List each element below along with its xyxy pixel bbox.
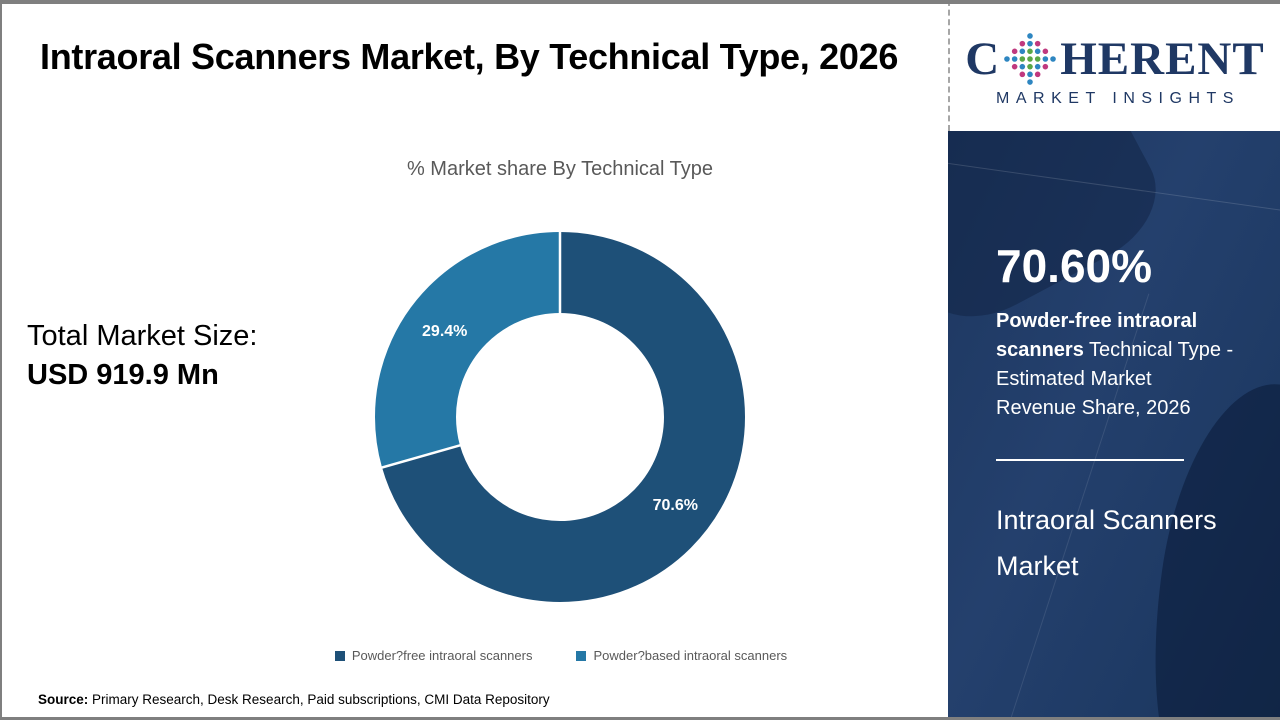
page-border-bottom: [0, 717, 1280, 720]
globe-dot: [1012, 48, 1018, 55]
globe-dot: [1027, 79, 1034, 85]
brand-logo: C HERENT MARKET INSIGHTS: [948, 0, 1280, 131]
source-text: Primary Research, Desk Research, Paid su…: [88, 692, 550, 707]
panel-divider: [996, 459, 1184, 461]
highlight-stat-value: 70.60%: [996, 240, 1153, 292]
globe-dot: [1035, 48, 1041, 55]
brand-tagline: MARKET INSIGHTS: [996, 90, 1240, 107]
globe-dot: [1019, 56, 1026, 62]
globe-dot: [1050, 56, 1057, 62]
total-market-size: Total Market Size: USD 919.9 Mn: [27, 320, 257, 392]
legend-item: Powder?based intraoral scanners: [576, 648, 787, 663]
page-title: Intraoral Scanners Market, By Technical …: [40, 36, 899, 77]
donut-chart-svg: 70.6% 29.4%: [375, 229, 745, 602]
globe-dot: [1012, 63, 1018, 70]
market-name: Intraoral Scanners Market: [996, 505, 1217, 581]
globe-dot: [1012, 56, 1018, 62]
legend-swatch-icon: [576, 650, 587, 661]
chart-legend: Powder?free intraoral scanners Powder?bas…: [86, 648, 1036, 663]
legend-label: Powder?free intraoral scanners: [351, 648, 533, 663]
globe-dot: [1042, 56, 1049, 62]
globe-dot: [1042, 48, 1049, 55]
slice-separator: [378, 443, 463, 470]
brand-letters-rest: HERENT: [1060, 32, 1265, 85]
legend-label: Powder?based intraoral scanners: [593, 648, 788, 663]
globe-dot: [1035, 71, 1041, 78]
globe-dot: [1019, 48, 1026, 55]
globe-dot: [1042, 63, 1049, 70]
total-market-value: USD 919.9 Mn: [27, 359, 219, 391]
globe-dot: [1035, 40, 1041, 47]
globe-dot: [1027, 33, 1034, 39]
slice-label: 70.6%: [653, 497, 698, 514]
legend-item: Powder?free intraoral scanners: [334, 648, 533, 663]
globe-dot: [1019, 71, 1026, 78]
source-label: Source:: [38, 692, 89, 707]
chart-subtitle: % Market share By Technical Type: [406, 158, 714, 180]
globe-dots-icon: [1004, 33, 1057, 85]
globe-dot: [1035, 63, 1041, 70]
globe-dot: [1035, 56, 1041, 62]
highlight-stat-description: Powder-free intraoral scanners Technical…: [996, 307, 1234, 423]
globe-dot: [1019, 40, 1026, 47]
total-market-label: Total Market Size:: [27, 320, 258, 352]
page-border-top: [0, 0, 1280, 4]
highlight-stat-segment: Powder-free intraoral scanners: [996, 310, 1198, 361]
brand-letter-c: C: [965, 32, 1001, 85]
brand-logo-wordmark: C HERENT: [965, 31, 1264, 87]
globe-dot: [1027, 63, 1034, 70]
page-border-left: [0, 0, 2, 720]
globe-dot: [1027, 48, 1034, 55]
globe-dot: [1027, 56, 1034, 62]
globe-dot: [1004, 56, 1010, 62]
highlight-stat-rest: Technical Type - Estimated Market Revenu…: [996, 339, 1234, 419]
globe-dot: [1027, 40, 1034, 47]
donut-chart: 70.6% 29.4%: [370, 227, 750, 607]
sidebar-panel: 70.60% Powder-free intraoral scanners Te…: [948, 131, 1280, 720]
legend-swatch-icon: [334, 650, 345, 661]
globe-dot: [1027, 71, 1034, 78]
source-line: Source: Primary Research, Desk Research,…: [38, 692, 550, 707]
slice-label: 29.4%: [422, 323, 467, 340]
globe-dot: [1019, 63, 1026, 70]
